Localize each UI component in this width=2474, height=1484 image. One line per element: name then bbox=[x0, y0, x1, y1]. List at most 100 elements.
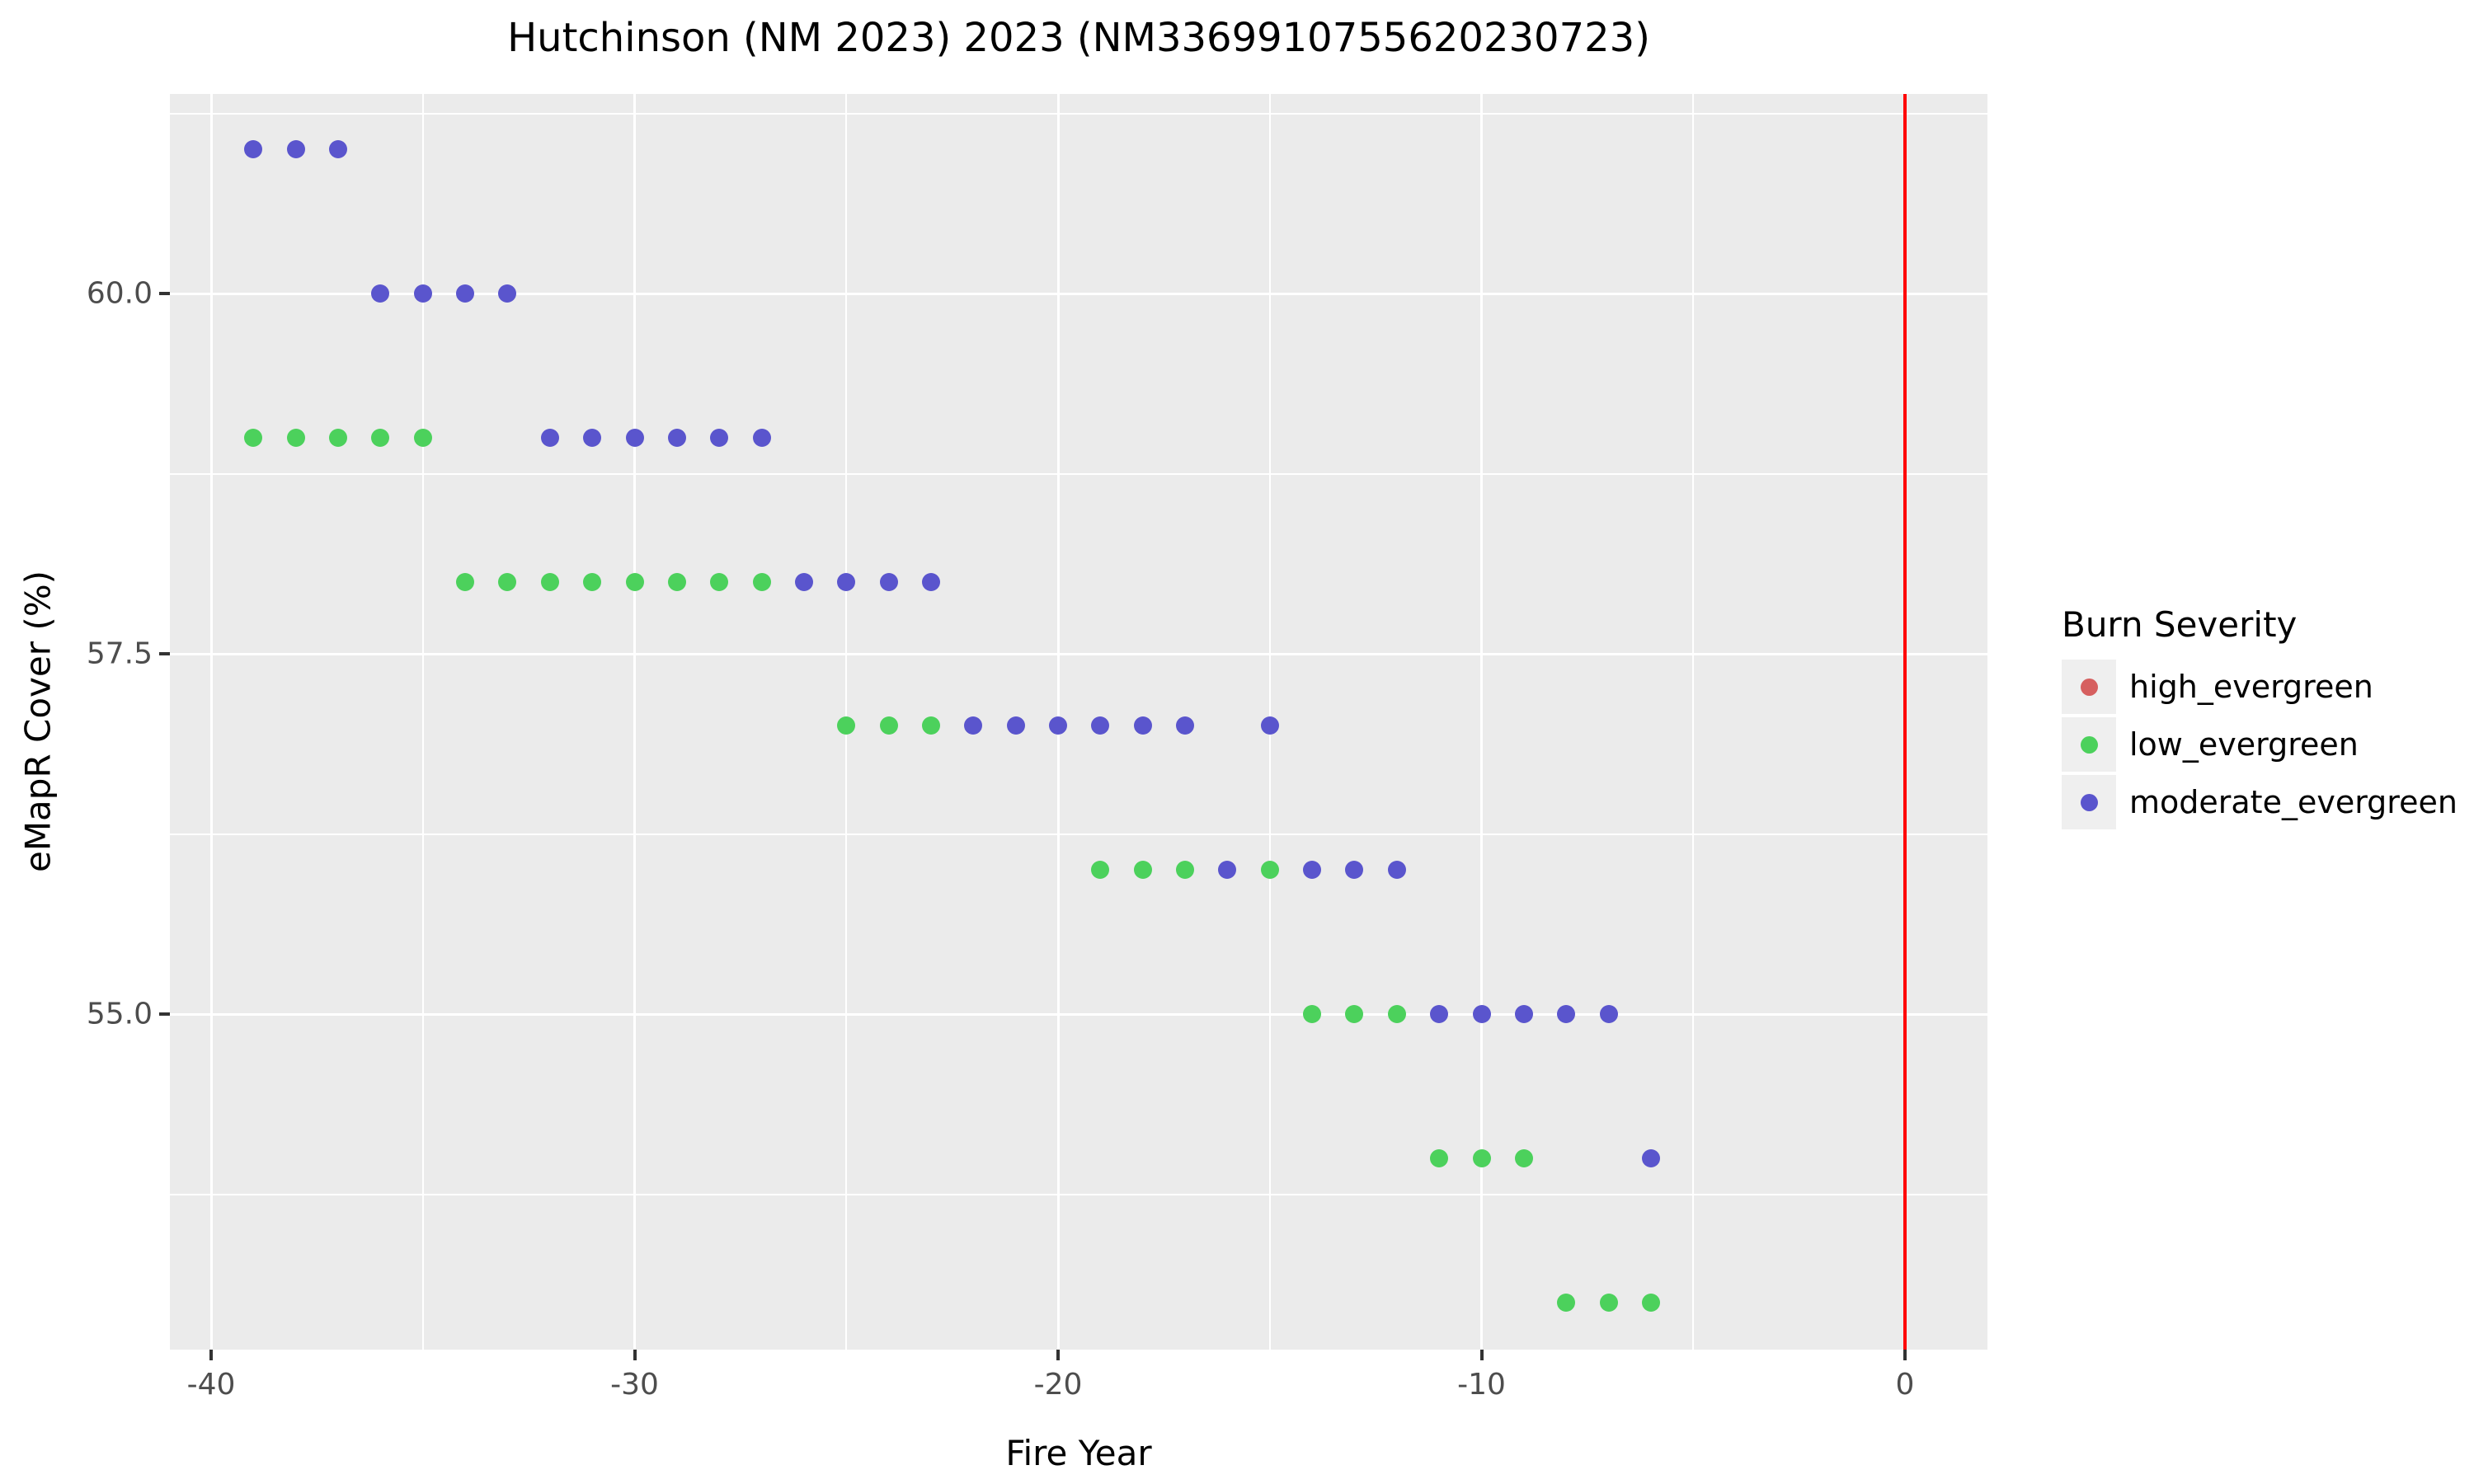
data-point-moderate_evergreen bbox=[1006, 716, 1025, 735]
data-point-moderate_evergreen bbox=[286, 140, 305, 159]
data-point-low_evergreen bbox=[1260, 861, 1279, 880]
legend-key bbox=[2062, 660, 2116, 714]
data-point-moderate_evergreen bbox=[752, 428, 771, 447]
major-gridline-y bbox=[170, 1012, 1987, 1016]
y-tick bbox=[159, 1012, 170, 1016]
legend-item-moderate_evergreen: moderate_evergreen bbox=[2062, 775, 2458, 829]
x-tick-label: -10 bbox=[1457, 1368, 1506, 1402]
legend-item-high_evergreen: high_evergreen bbox=[2062, 660, 2458, 714]
minor-gridline-x bbox=[1692, 94, 1695, 1350]
major-gridline-y bbox=[170, 652, 1987, 655]
y-tick-label: 57.5 bbox=[86, 636, 153, 671]
data-point-moderate_evergreen bbox=[1514, 1005, 1533, 1023]
data-point-low_evergreen bbox=[498, 572, 517, 591]
minor-gridline-y bbox=[170, 112, 1987, 115]
data-point-moderate_evergreen bbox=[1091, 716, 1110, 735]
x-tick-label: -20 bbox=[1033, 1368, 1083, 1402]
data-point-moderate_evergreen bbox=[1599, 1005, 1618, 1023]
data-point-moderate_evergreen bbox=[1303, 861, 1322, 880]
data-point-moderate_evergreen bbox=[667, 428, 686, 447]
x-tick bbox=[1903, 1350, 1907, 1360]
data-point-moderate_evergreen bbox=[964, 716, 983, 735]
data-point-low_evergreen bbox=[583, 572, 602, 591]
y-axis-title: eMapR Cover (%) bbox=[17, 570, 59, 873]
data-point-low_evergreen bbox=[625, 572, 644, 591]
data-point-moderate_evergreen bbox=[710, 428, 729, 447]
data-point-moderate_evergreen bbox=[371, 284, 390, 303]
data-point-low_evergreen bbox=[1599, 1293, 1618, 1312]
data-point-low_evergreen bbox=[1641, 1293, 1660, 1312]
legend-key bbox=[2062, 717, 2116, 772]
legend-dot-icon bbox=[2080, 678, 2098, 696]
x-tick bbox=[1056, 1350, 1060, 1360]
data-point-low_evergreen bbox=[1091, 861, 1110, 880]
data-point-moderate_evergreen bbox=[1260, 716, 1279, 735]
legend-item-label: high_evergreen bbox=[2129, 669, 2373, 705]
data-point-moderate_evergreen bbox=[1557, 1005, 1576, 1023]
data-point-moderate_evergreen bbox=[329, 140, 348, 159]
legend-title: Burn Severity bbox=[2062, 604, 2298, 645]
legend-item-label: moderate_evergreen bbox=[2129, 784, 2458, 820]
data-point-low_evergreen bbox=[1176, 861, 1195, 880]
data-point-moderate_evergreen bbox=[244, 140, 263, 159]
minor-gridline-x bbox=[421, 94, 424, 1350]
data-point-moderate_evergreen bbox=[1218, 861, 1237, 880]
x-tick bbox=[1479, 1350, 1484, 1360]
data-point-moderate_evergreen bbox=[1472, 1005, 1491, 1023]
data-point-moderate_evergreen bbox=[1430, 1005, 1449, 1023]
x-tick-label: -40 bbox=[186, 1368, 236, 1402]
x-tick bbox=[209, 1350, 213, 1360]
data-point-low_evergreen bbox=[1557, 1293, 1576, 1312]
legend-items: high_evergreen low_evergreen moderate_ever… bbox=[2062, 660, 2458, 829]
legend-dot-icon bbox=[2080, 793, 2098, 811]
data-point-low_evergreen bbox=[837, 716, 856, 735]
data-point-low_evergreen bbox=[1387, 1005, 1406, 1023]
data-point-moderate_evergreen bbox=[583, 428, 602, 447]
data-point-low_evergreen bbox=[710, 572, 729, 591]
data-point-low_evergreen bbox=[667, 572, 686, 591]
minor-gridline-y bbox=[170, 472, 1987, 475]
legend-item-low_evergreen: low_evergreen bbox=[2062, 717, 2458, 772]
y-tick bbox=[159, 292, 170, 295]
x-tick-label: -30 bbox=[610, 1368, 659, 1402]
minor-gridline-y bbox=[170, 833, 1987, 835]
y-tick-label: 55.0 bbox=[86, 997, 153, 1031]
data-point-low_evergreen bbox=[1430, 1148, 1449, 1167]
major-gridline-x bbox=[1480, 94, 1483, 1350]
data-point-low_evergreen bbox=[540, 572, 559, 591]
y-tick-label: 60.0 bbox=[86, 276, 153, 311]
y-tick bbox=[159, 652, 170, 655]
data-point-low_evergreen bbox=[1303, 1005, 1322, 1023]
data-point-low_evergreen bbox=[1472, 1148, 1491, 1167]
data-point-low_evergreen bbox=[879, 716, 898, 735]
data-point-low_evergreen bbox=[329, 428, 348, 447]
plot-panel bbox=[170, 94, 1987, 1350]
data-point-low_evergreen bbox=[244, 428, 263, 447]
x-tick bbox=[633, 1350, 637, 1360]
legend-item-label: low_evergreen bbox=[2129, 726, 2359, 763]
x-axis-title: Fire Year bbox=[1005, 1433, 1152, 1473]
data-point-moderate_evergreen bbox=[879, 572, 898, 591]
data-point-moderate_evergreen bbox=[1176, 716, 1195, 735]
legend: Burn Severity high_evergreen low_evergree… bbox=[2062, 604, 2458, 833]
minor-gridline-y bbox=[170, 1193, 1987, 1195]
data-point-moderate_evergreen bbox=[1133, 716, 1152, 735]
data-point-low_evergreen bbox=[456, 572, 475, 591]
data-point-low_evergreen bbox=[921, 716, 940, 735]
major-gridline-y bbox=[170, 292, 1987, 295]
data-point-moderate_evergreen bbox=[498, 284, 517, 303]
fire-year-reference-line bbox=[1903, 94, 1907, 1350]
data-point-low_evergreen bbox=[371, 428, 390, 447]
data-point-moderate_evergreen bbox=[456, 284, 475, 303]
x-tick-label: 0 bbox=[1895, 1368, 1915, 1402]
legend-key bbox=[2062, 775, 2116, 829]
data-point-moderate_evergreen bbox=[837, 572, 856, 591]
data-point-moderate_evergreen bbox=[413, 284, 432, 303]
data-point-moderate_evergreen bbox=[1345, 861, 1364, 880]
legend-dot-icon bbox=[2080, 735, 2098, 754]
data-point-moderate_evergreen bbox=[1049, 716, 1067, 735]
data-point-low_evergreen bbox=[1345, 1005, 1364, 1023]
data-point-moderate_evergreen bbox=[1387, 861, 1406, 880]
major-gridline-x bbox=[209, 94, 213, 1350]
